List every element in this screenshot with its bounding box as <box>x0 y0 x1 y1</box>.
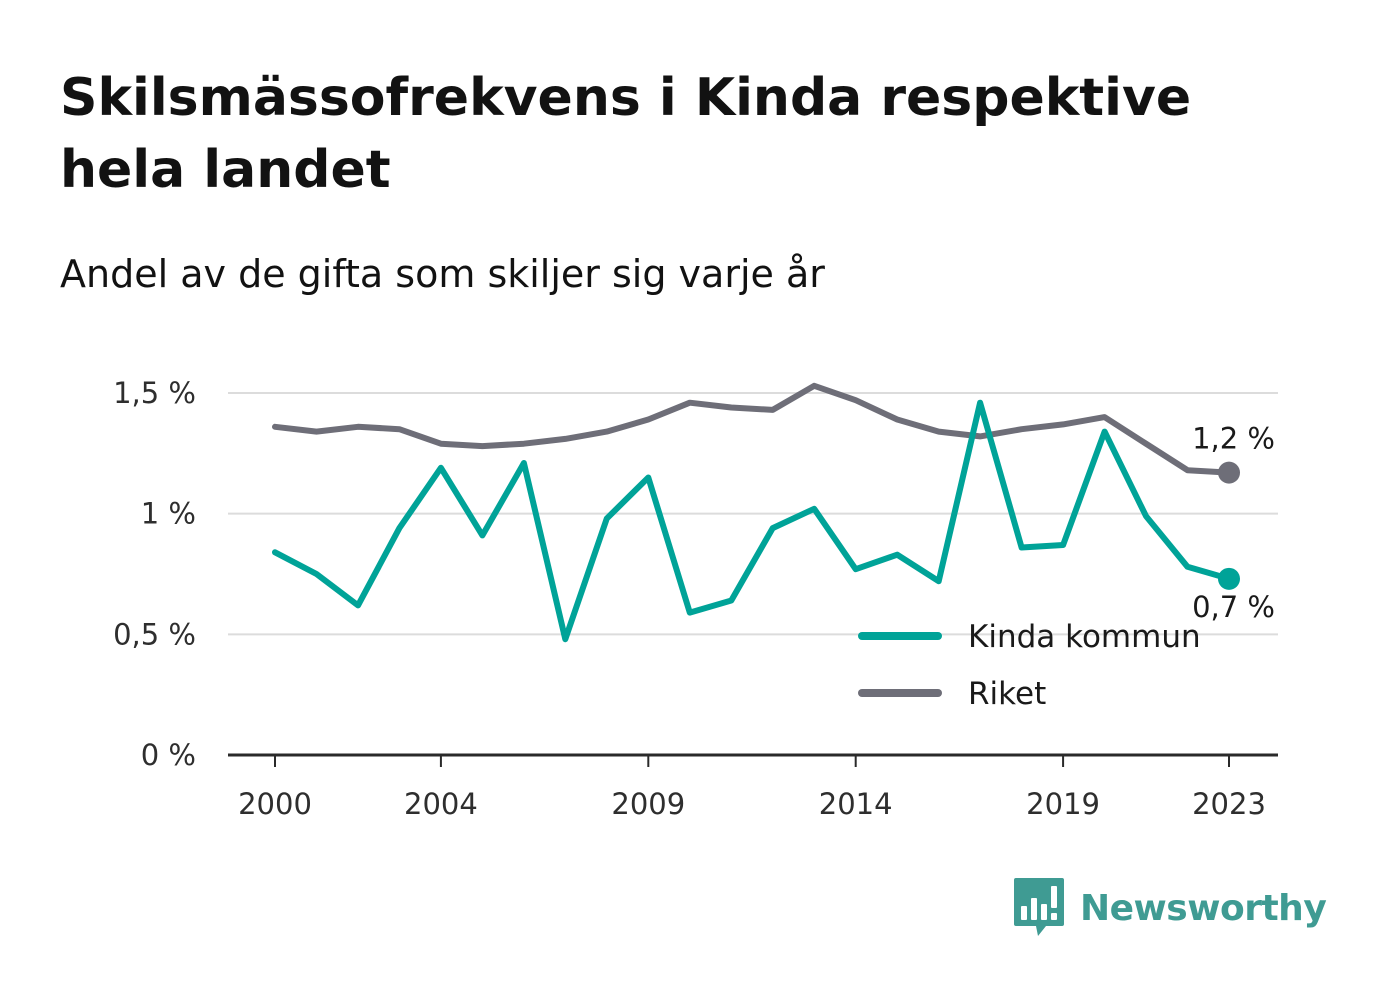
bar-chart-speech-bubble-icon <box>1014 878 1064 936</box>
end-markers: 0,7 % 1,2 % <box>1192 422 1275 624</box>
brand-name: Newsworthy <box>1080 887 1327 929</box>
gridlines <box>228 392 1278 636</box>
y-tick-label: 0 % <box>141 738 196 772</box>
series-line-kinda-kommun <box>272 399 1232 643</box>
end-marker <box>1218 567 1240 590</box>
series-lines <box>272 382 1232 643</box>
y-tick-label: 0,5 % <box>113 617 196 651</box>
x-tick-label: 2019 <box>1026 787 1100 821</box>
end-value-label: 0,7 % <box>1192 590 1275 624</box>
end-marker <box>1218 461 1240 484</box>
legend-label: Kinda kommun <box>968 619 1201 655</box>
x-tick-label: 2004 <box>404 787 478 821</box>
series-line-riket <box>272 382 1232 476</box>
y-axis-labels: 0 % 0,5 % 1 % 1,5 % <box>113 376 196 772</box>
y-tick-label: 1,5 % <box>113 376 196 410</box>
chart-title: Skilsmässofrekvens i Kinda respektive he… <box>60 68 1192 200</box>
y-tick-label: 1 % <box>141 497 196 531</box>
end-value-label: 1,2 % <box>1192 422 1275 456</box>
x-tick-label: 2023 <box>1192 787 1266 821</box>
legend: Kinda kommun Riket <box>858 619 1201 712</box>
legend-label: Riket <box>968 676 1046 712</box>
newsworthy-logo: Newsworthy <box>1012 876 1327 940</box>
x-tick-label: 2000 <box>238 787 312 821</box>
chart-subtitle: Andel av de gifta som skiljer sig varje … <box>60 252 825 296</box>
x-tick-label: 2009 <box>611 787 685 821</box>
x-axis: 2000 2004 2009 2014 2019 2023 <box>228 753 1278 821</box>
x-tick-label: 2014 <box>819 787 893 821</box>
